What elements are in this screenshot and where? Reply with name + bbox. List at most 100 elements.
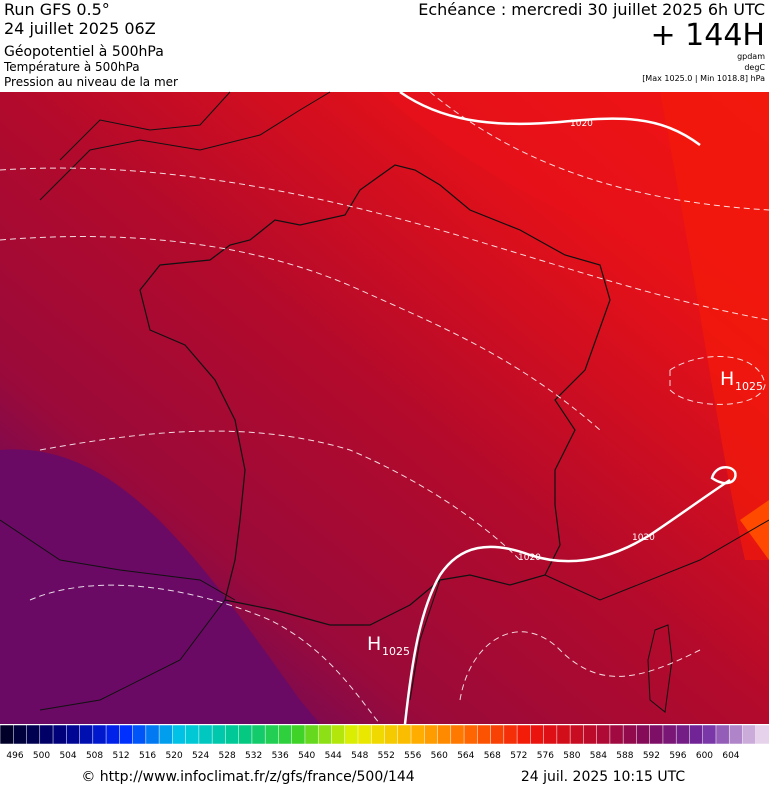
scale-swatch xyxy=(52,724,68,745)
scale-label: 496 xyxy=(6,751,23,761)
scale-label: 564 xyxy=(457,751,474,761)
isobars xyxy=(399,90,737,725)
scale-swatch xyxy=(636,724,651,745)
scale-swatch xyxy=(79,724,94,745)
warm-area xyxy=(660,92,769,560)
scale-swatch xyxy=(530,724,545,745)
scale-swatch xyxy=(357,724,372,745)
isobar-label: 1020 xyxy=(632,533,655,543)
scale-swatch xyxy=(662,724,677,745)
scale-swatch xyxy=(463,724,479,745)
scale-label: 536 xyxy=(272,751,289,761)
isobar-label: 1020 xyxy=(518,553,541,563)
scale-swatch xyxy=(291,724,306,745)
scale-label: 524 xyxy=(192,751,209,761)
scale-label: 516 xyxy=(139,751,156,761)
scale-label: 560 xyxy=(431,751,448,761)
scale-swatch xyxy=(39,724,54,745)
scale-label: 508 xyxy=(86,751,103,761)
scale-swatch xyxy=(211,724,227,745)
scale-label: 552 xyxy=(378,751,395,761)
scale-label: 604 xyxy=(722,751,739,761)
scale-swatch xyxy=(569,724,585,745)
scale-label: 588 xyxy=(616,751,633,761)
field-label: Géopotentiel à 500hPa xyxy=(4,44,164,60)
scale-swatch xyxy=(583,724,598,745)
scale-swatch xyxy=(596,724,611,745)
scale-swatch xyxy=(490,724,505,745)
scale-label: 568 xyxy=(484,751,501,761)
scale-swatch xyxy=(0,724,15,745)
scale-label: 592 xyxy=(643,751,660,761)
scale-swatch xyxy=(92,724,107,745)
scale-swatch xyxy=(450,724,465,745)
england-coast xyxy=(39,91,331,201)
scale-swatch xyxy=(132,724,147,745)
scale-swatch xyxy=(755,724,769,745)
warm-area xyxy=(740,500,769,560)
scale-swatch xyxy=(397,724,412,745)
scale-swatch xyxy=(172,724,187,745)
scale-label: 512 xyxy=(112,751,129,761)
scale-label: 504 xyxy=(59,751,76,761)
scale-swatch xyxy=(543,724,558,745)
scale-swatch xyxy=(317,724,333,745)
scale-swatch xyxy=(370,724,386,745)
scale-label: 600 xyxy=(696,751,713,761)
scale-swatch xyxy=(424,724,439,745)
scale-swatch xyxy=(251,724,266,745)
run-date: 24 juillet 2025 06Z xyxy=(4,19,156,38)
high-letter: H xyxy=(720,368,734,390)
scale-swatch xyxy=(649,724,664,745)
scale-swatch xyxy=(503,724,518,745)
scale-swatch xyxy=(145,724,160,745)
high-value: 1025 xyxy=(382,645,410,658)
scale-label: 584 xyxy=(590,751,607,761)
scale-swatch xyxy=(13,724,28,745)
scale-swatch xyxy=(264,724,280,745)
scale-swatch xyxy=(556,724,571,745)
coastlines xyxy=(0,519,769,711)
unit-label: gpdam xyxy=(737,52,765,61)
corsica xyxy=(647,624,673,713)
isobar-label: 1020 xyxy=(570,119,593,129)
warm-area xyxy=(0,92,769,300)
scale-label: 580 xyxy=(563,751,580,761)
map: 1020 1020 1020 H 1025 H 1025 xyxy=(0,90,769,725)
unit-label: [Max 1025.0 | Min 1018.8] hPa xyxy=(642,74,765,83)
scale-label: 532 xyxy=(245,751,262,761)
header: Run GFS 0.5° 24 juillet 2025 06Z Géopote… xyxy=(3,0,765,89)
lead-time: + 144H xyxy=(651,18,766,53)
scale-swatch xyxy=(105,724,121,745)
scale-label: 556 xyxy=(404,751,421,761)
scale-swatch xyxy=(185,724,200,745)
high-value: 1025 xyxy=(735,380,763,393)
scale-swatch xyxy=(728,724,744,745)
color-scale: 496 500 504 508 512 516 520 524 528 532 536 540 544 5… xyxy=(0,724,769,761)
scale-swatch xyxy=(66,724,81,745)
scale-swatch xyxy=(384,724,399,745)
high-letter: H xyxy=(367,633,381,655)
unit-label: degC xyxy=(744,63,765,72)
scale-swatch xyxy=(198,724,213,745)
scale-swatch xyxy=(609,724,624,745)
scale-label: 520 xyxy=(166,751,183,761)
run-label: Run GFS 0.5° xyxy=(4,0,110,19)
scale-swatch xyxy=(331,724,346,745)
timestamp: 24 juil. 2025 10:15 UTC xyxy=(521,769,686,785)
scale-swatch xyxy=(344,724,359,745)
field-label: Pression au niveau de la mer xyxy=(4,75,178,89)
scale-label: 548 xyxy=(351,751,368,761)
scale-label: 576 xyxy=(537,751,554,761)
scale-label: 572 xyxy=(510,751,527,761)
scale-swatch xyxy=(304,724,319,745)
scale-swatch xyxy=(622,724,638,745)
scale-swatch xyxy=(689,724,704,745)
scale-swatch xyxy=(26,724,41,745)
scale-swatch xyxy=(278,724,293,745)
scale-swatch xyxy=(742,724,757,745)
scale-swatch xyxy=(225,724,240,745)
temperature-contours xyxy=(0,91,769,725)
